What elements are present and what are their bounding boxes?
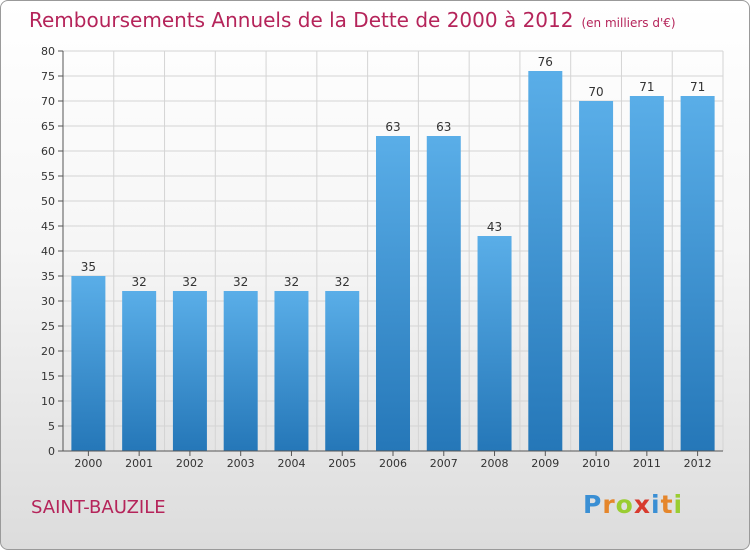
y-tick-label: 10 <box>41 395 55 408</box>
logo-letter: r <box>602 490 616 519</box>
y-tick-label: 5 <box>48 420 55 433</box>
axes <box>58 50 723 456</box>
y-tick-label: 40 <box>41 245 55 258</box>
data-label: 70 <box>588 85 603 99</box>
data-label: 35 <box>81 260 96 274</box>
data-label: 71 <box>690 80 705 94</box>
logo-letter: t <box>660 490 674 519</box>
y-tick-label: 25 <box>41 320 55 333</box>
x-tick-label: 2000 <box>74 457 102 470</box>
y-tick-label: 80 <box>41 45 55 58</box>
bar <box>680 96 715 451</box>
labels: 0 5 10 15 20 25 30 35 40 45 50 55 60 65 70 75 80 35 2000 32… <box>41 45 712 470</box>
logo-letter: o <box>615 490 634 519</box>
bar <box>477 236 512 451</box>
y-tick-label: 35 <box>41 270 55 283</box>
data-label: 71 <box>639 80 654 94</box>
y-tick-label: 55 <box>41 170 55 183</box>
logo-letter: i <box>651 490 661 519</box>
data-label: 32 <box>132 275 147 289</box>
y-tick-label: 15 <box>41 370 55 383</box>
bar <box>629 96 664 451</box>
x-tick-label: 2007 <box>430 457 458 470</box>
y-tick-label: 0 <box>48 445 55 458</box>
logo-letter: i <box>673 490 684 519</box>
y-tick-label: 60 <box>41 145 55 158</box>
data-label: 32 <box>335 275 350 289</box>
chart-subtitle: (en milliers d'€) <box>581 16 676 30</box>
x-tick-label: 2001 <box>125 457 153 470</box>
bar <box>376 136 410 451</box>
y-tick-label: 20 <box>41 345 55 358</box>
bar <box>579 101 614 451</box>
x-tick-label: 2006 <box>379 457 407 470</box>
x-tick-label: 2008 <box>481 457 509 470</box>
data-label: 63 <box>436 120 451 134</box>
bar <box>274 291 309 451</box>
y-tick-label: 45 <box>41 220 55 233</box>
y-tick-label: 65 <box>41 120 55 133</box>
chart-title: Remboursements Annuels de la Dette de 20… <box>29 8 676 32</box>
logo-letter: x <box>633 490 651 519</box>
x-tick-label: 2005 <box>328 457 356 470</box>
data-label: 32 <box>182 275 197 289</box>
proxiti-logo: Proxiti <box>583 490 683 519</box>
chart-title-text: Remboursements Annuels de la Dette de 20… <box>29 8 574 32</box>
data-label: 43 <box>487 220 502 234</box>
commune-name: SAINT-BAUZILE <box>31 497 166 518</box>
y-tick-label: 70 <box>41 95 55 108</box>
bar <box>122 291 157 451</box>
y-tick-label: 50 <box>41 195 55 208</box>
x-tick-label: 2004 <box>277 457 305 470</box>
y-tick-label: 75 <box>41 70 55 83</box>
bar <box>172 291 207 451</box>
x-tick-label: 2002 <box>176 457 204 470</box>
bar <box>426 136 461 451</box>
x-tick-label: 2010 <box>582 457 610 470</box>
logo-letter: P <box>583 490 603 519</box>
data-label: 32 <box>233 275 248 289</box>
data-label: 76 <box>538 55 553 69</box>
bar <box>223 291 258 451</box>
x-tick-label: 2011 <box>633 457 661 470</box>
bar <box>325 291 360 451</box>
bar <box>528 71 563 451</box>
y-tick-label: 30 <box>41 295 55 308</box>
data-label: 32 <box>284 275 299 289</box>
x-tick-label: 2003 <box>227 457 255 470</box>
data-label: 63 <box>385 120 400 134</box>
bar <box>71 276 106 451</box>
x-tick-label: 2009 <box>531 457 559 470</box>
x-tick-label: 2012 <box>684 457 712 470</box>
bars <box>71 71 715 451</box>
